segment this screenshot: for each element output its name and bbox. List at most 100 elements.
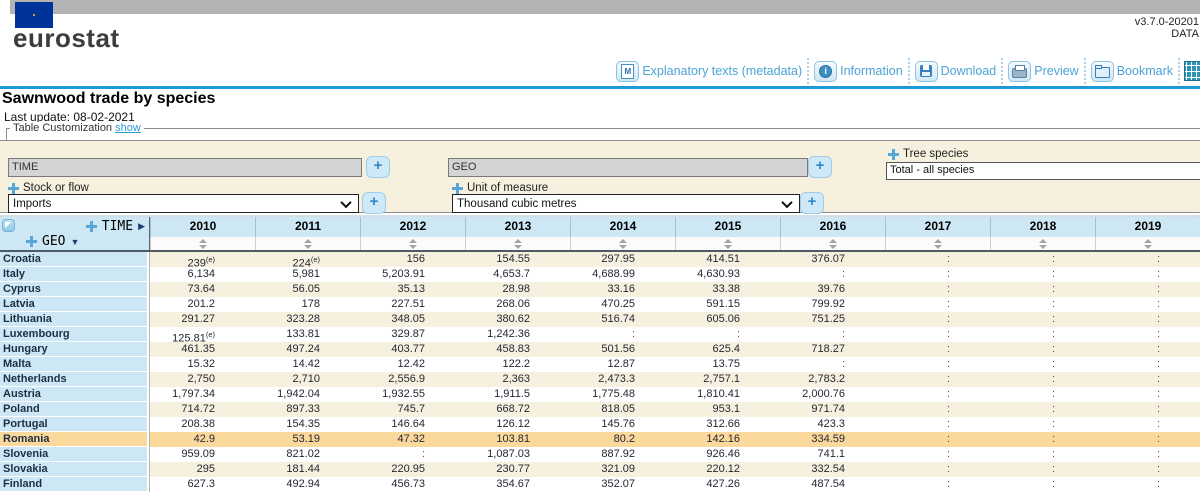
data-cell: :	[1095, 282, 1200, 297]
sort-control[interactable]	[885, 237, 990, 250]
data-cell: 5,203.91	[360, 267, 465, 282]
data-cell: 953.1	[675, 402, 780, 417]
table-row: Malta 15.32 14.42 12.42 122.2 12.87 13.75::::	[0, 357, 1200, 372]
sort-control[interactable]	[675, 237, 780, 250]
move-icon[interactable]	[26, 236, 37, 247]
data-cell: :	[885, 282, 990, 297]
sort-control[interactable]	[255, 237, 360, 250]
unit-select[interactable]: Thousand cubic metres	[452, 194, 800, 213]
stock-or-flow-label-row: Stock or flow	[8, 182, 89, 194]
preview-button[interactable]: Preview	[1003, 58, 1086, 84]
table-row: Finland 627.3 492.94 456.73 354.67 352.07 427.…	[0, 477, 1200, 492]
time-dimension-box[interactable]: TIME	[8, 158, 362, 177]
move-icon[interactable]	[85, 221, 97, 232]
data-cell: 352.07	[570, 477, 675, 492]
data-cell: :	[990, 477, 1095, 492]
data-cell: 312.66	[675, 417, 780, 432]
data-cell: 1,932.55	[360, 387, 465, 402]
country-row-header[interactable]: Finland	[0, 477, 149, 492]
estimated-flag: (e)	[310, 255, 320, 264]
country-row-header[interactable]: Portugal	[0, 417, 149, 432]
table-row: Romania 42.9 53.19 47.32 103.81 80.2 142.16 334…	[0, 432, 1200, 447]
tree-species-select[interactable]: Total - all species	[886, 162, 1200, 180]
country-row-header[interactable]: Croatia	[0, 252, 149, 267]
sort-control[interactable]	[465, 237, 570, 250]
country-row-header[interactable]: Netherlands	[0, 372, 149, 387]
arrow-down-icon[interactable]: ▼	[70, 236, 80, 247]
data-cell: 1,775.48	[570, 387, 675, 402]
data-cell: 926.46	[675, 447, 780, 462]
data-cell: :	[885, 462, 990, 477]
data-cell: 47.32	[360, 432, 465, 447]
information-button[interactable]: Information	[809, 58, 910, 84]
explanatory-texts-button[interactable]: Explanatory texts (metadata)	[611, 58, 810, 84]
country-row-header[interactable]: Cyprus	[0, 282, 149, 297]
year-column-header: 2018	[990, 217, 1095, 237]
table-row: Austria 1,797.34 1,942.04 1,932.55 1,911.5 1,…	[0, 387, 1200, 402]
geo-add-button[interactable]: +	[808, 156, 832, 178]
data-cell: 2,783.2	[780, 372, 885, 387]
data-cell: :	[885, 327, 990, 342]
eu-flag-icon	[15, 2, 53, 28]
pivot-corner-icon[interactable]	[2, 219, 15, 232]
data-cell: :	[885, 357, 990, 372]
data-cell: :	[885, 342, 990, 357]
data-cell: :	[885, 252, 990, 267]
move-icon[interactable]	[8, 182, 19, 194]
table-grid-icon[interactable]	[1184, 61, 1200, 81]
preview-icon	[1008, 60, 1032, 82]
data-cell: 427.26	[675, 477, 780, 492]
country-row-header[interactable]: Austria	[0, 387, 149, 402]
country-row-header[interactable]: Slovenia	[0, 447, 149, 462]
unit-add-button[interactable]: +	[800, 192, 824, 214]
tree-species-label-row: Tree species	[888, 148, 968, 160]
year-column-header: 2017	[885, 217, 990, 237]
data-cell: 133.81	[255, 327, 360, 342]
country-row-header[interactable]: Poland	[0, 402, 149, 417]
sort-control[interactable]	[360, 237, 465, 250]
data-cell: :	[885, 432, 990, 447]
sort-arrows-icon	[409, 238, 417, 249]
table-row: Italy 6,134 5,981 5,203.91 4,653.7 4,688.99 4,…	[0, 267, 1200, 282]
sort-control[interactable]	[570, 237, 675, 250]
table-row: Portugal 208.38 154.35 146.64 126.12 145.76 31…	[0, 417, 1200, 432]
country-row-header[interactable]: Malta	[0, 357, 149, 372]
country-row-header[interactable]: Lithuania	[0, 312, 149, 327]
geo-axis[interactable]: GEO ▼	[26, 234, 79, 249]
sort-control[interactable]	[1095, 237, 1200, 250]
stock-or-flow-select[interactable]: Imports	[8, 194, 359, 213]
customization-show-link[interactable]: show	[115, 122, 141, 134]
data-cell: 2,757.1	[675, 372, 780, 387]
download-button[interactable]: Download	[910, 58, 1004, 84]
toolbar-label: Download	[940, 64, 997, 78]
data-cell: 15.32	[150, 357, 255, 372]
data-cell: 35.13	[360, 282, 465, 297]
country-row-header[interactable]: Luxembourg	[0, 327, 149, 342]
country-row-header[interactable]: Latvia	[0, 297, 149, 312]
stock-or-flow-add-button[interactable]: +	[362, 192, 386, 214]
country-row-header[interactable]: Romania	[0, 432, 149, 447]
data-cell: 423.3	[780, 417, 885, 432]
move-icon[interactable]	[888, 148, 899, 160]
move-icon[interactable]	[452, 182, 463, 194]
sort-arrows-icon	[199, 238, 207, 249]
information-icon	[814, 60, 838, 82]
geo-dimension-box[interactable]: GEO	[448, 158, 808, 177]
time-axis[interactable]: TIME ▶	[85, 219, 145, 234]
data-cell: :	[1095, 387, 1200, 402]
bookmark-button[interactable]: Bookmark	[1086, 58, 1180, 84]
country-row-header[interactable]: Italy	[0, 267, 149, 282]
data-cell: 230.77	[465, 462, 570, 477]
sort-control[interactable]	[780, 237, 885, 250]
row-data: 714.72 897.33 745.7 668.72 818.05 953.1 971.74…	[149, 402, 1200, 417]
data-cell: 1,087.03	[465, 447, 570, 462]
sort-control[interactable]	[990, 237, 1095, 250]
estimated-flag: (e)	[205, 255, 215, 264]
row-data: 6,134 5,981 5,203.91 4,653.7 4,688.99 4,630.9…	[149, 267, 1200, 282]
country-row-header[interactable]: Hungary	[0, 342, 149, 357]
country-row-header[interactable]: Slovakia	[0, 462, 149, 477]
year-column-header: 2015	[675, 217, 780, 237]
time-add-button[interactable]: +	[366, 156, 390, 178]
arrow-right-icon[interactable]: ▶	[138, 221, 145, 231]
sort-control[interactable]	[150, 237, 255, 250]
